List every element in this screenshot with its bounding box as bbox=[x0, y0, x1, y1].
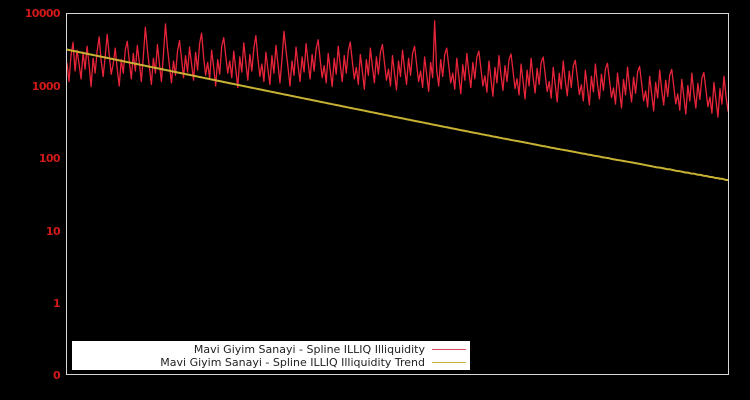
y-tick-label-1000: 1000 bbox=[31, 80, 61, 93]
y-tick-label-10000: 10000 bbox=[24, 7, 61, 20]
legend-swatch-series bbox=[432, 348, 466, 350]
illiquidity-trend-line bbox=[67, 48, 728, 182]
legend-label-trend: Mavi Giyim Sanayi - Spline ILLIQ Illiqui… bbox=[160, 355, 425, 369]
y-tick-label-0: 0 bbox=[52, 369, 61, 382]
illiquidity-series-line bbox=[67, 20, 728, 118]
chart-canvas bbox=[67, 20, 728, 182]
plot-area bbox=[66, 13, 729, 375]
y-tick-label-10: 10 bbox=[45, 225, 61, 238]
legend-label-series: Mavi Giyim Sanayi - Spline ILLIQ Illiqui… bbox=[193, 342, 425, 356]
legend-entry-series: Mavi Giyim Sanayi - Spline ILLIQ Illiqui… bbox=[72, 343, 466, 356]
legend-swatch-trend bbox=[432, 361, 466, 363]
y-axis: 10000 1000 100 10 1 0 bbox=[0, 0, 61, 400]
y-tick-label-1: 1 bbox=[52, 297, 61, 310]
legend-entry-trend: Mavi Giyim Sanayi - Spline ILLIQ Illiqui… bbox=[72, 356, 466, 369]
y-tick-label-100: 100 bbox=[38, 152, 61, 165]
chart-legend: Mavi Giyim Sanayi - Spline ILLIQ Illiqui… bbox=[72, 341, 470, 370]
